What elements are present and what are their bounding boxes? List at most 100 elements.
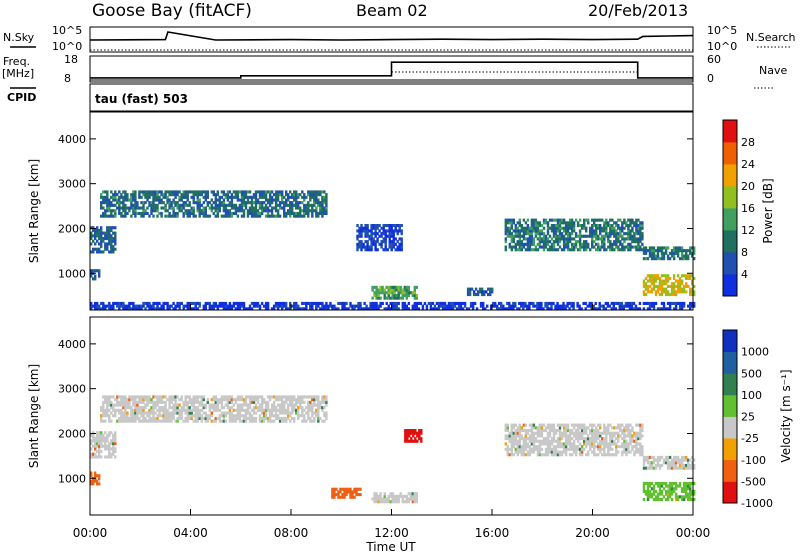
heatmap-cell bbox=[611, 218, 614, 222]
heatmap-cell bbox=[562, 434, 566, 438]
heatmap-cell bbox=[387, 494, 390, 498]
heatmap-cell bbox=[313, 190, 316, 194]
heatmap-cell bbox=[617, 224, 620, 228]
heatmap-cell bbox=[122, 209, 125, 213]
heatmap-cell bbox=[530, 426, 534, 430]
heatmap-cell bbox=[166, 419, 169, 423]
heatmap-cell bbox=[228, 203, 232, 207]
heatmap-cell bbox=[122, 198, 125, 202]
heatmap-cell bbox=[146, 193, 149, 197]
heatmap-cell bbox=[220, 304, 224, 308]
heatmap-cell bbox=[542, 307, 545, 311]
heatmap-cell bbox=[110, 307, 113, 311]
heatmap-cell bbox=[405, 288, 409, 292]
heatmap-cell bbox=[264, 301, 268, 305]
heatmap-cell bbox=[648, 461, 652, 465]
heatmap-cell bbox=[118, 201, 121, 205]
heatmap-cell bbox=[355, 493, 358, 497]
heatmap-cell bbox=[299, 395, 302, 399]
heatmap-cell bbox=[110, 234, 113, 238]
heatmap-cell bbox=[176, 416, 179, 420]
heatmap-cell bbox=[550, 453, 554, 457]
heatmap-cell bbox=[104, 439, 107, 443]
heatmap-cell bbox=[116, 408, 119, 412]
heatmap-cell bbox=[624, 301, 628, 305]
heatmap-cell bbox=[390, 232, 393, 236]
heatmap-cell bbox=[660, 489, 664, 493]
heatmap-cell bbox=[609, 226, 612, 230]
heatmap-cell bbox=[136, 408, 139, 412]
heatmap-cell bbox=[687, 492, 690, 496]
heatmap-cell bbox=[118, 400, 121, 404]
heatmap-cell bbox=[672, 487, 676, 491]
heatmap-cell bbox=[652, 498, 656, 502]
heatmap-cell bbox=[550, 226, 554, 230]
heatmap-cell bbox=[510, 445, 514, 449]
heatmap-cell bbox=[362, 229, 365, 233]
heatmap-cell bbox=[156, 400, 159, 404]
heatmap-cell bbox=[578, 304, 581, 308]
heatmap-cell bbox=[158, 190, 161, 194]
heatmap-cell bbox=[258, 406, 262, 410]
heatmap-cell bbox=[325, 414, 328, 418]
heatmap-cell bbox=[232, 190, 236, 194]
heatmap-cell bbox=[650, 461, 654, 465]
heatmap-cell bbox=[168, 206, 171, 210]
heatmap-cell bbox=[593, 434, 596, 438]
heatmap-cell bbox=[652, 276, 656, 280]
heatmap-cell bbox=[266, 307, 270, 311]
heatmap-cell bbox=[642, 489, 646, 493]
heatmap-cell bbox=[100, 416, 103, 420]
heatmap-cell bbox=[347, 490, 350, 494]
heatmap-cell bbox=[138, 395, 141, 399]
heatmap-cell bbox=[319, 301, 322, 305]
heatmap-cell bbox=[403, 288, 407, 292]
heatmap-cell bbox=[524, 423, 528, 427]
heatmap-cell bbox=[106, 433, 109, 437]
heatmap-cell bbox=[374, 229, 377, 233]
heatmap-cell bbox=[164, 214, 167, 218]
heatmap-cell bbox=[254, 201, 258, 205]
heatmap-cell bbox=[560, 232, 564, 236]
heatmap-cell bbox=[114, 211, 117, 215]
heatmap-cell bbox=[266, 304, 270, 308]
heatmap-cell bbox=[150, 201, 153, 205]
heatmap-cell bbox=[580, 234, 584, 238]
heatmap-cell bbox=[293, 214, 296, 218]
heatmap-cell bbox=[639, 226, 642, 230]
heatmap-cell bbox=[128, 301, 131, 305]
heatmap-cell bbox=[387, 500, 390, 504]
heatmap-cell bbox=[164, 190, 167, 194]
heatmap-cell bbox=[637, 437, 640, 441]
heatmap-cell bbox=[360, 242, 363, 246]
heatmap-cell bbox=[315, 398, 318, 402]
heatmap-cell bbox=[138, 416, 141, 420]
heatmap-cell bbox=[522, 218, 526, 222]
heatmap-cell bbox=[612, 301, 616, 305]
heatmap-cell bbox=[134, 411, 137, 415]
heatmap-cell bbox=[635, 221, 638, 225]
heatmap-cell bbox=[514, 242, 518, 246]
heatmap-cell bbox=[383, 492, 386, 496]
heatmap-cell bbox=[204, 307, 208, 311]
heatmap-cell bbox=[124, 419, 127, 423]
heatmap-cell bbox=[160, 307, 163, 311]
heatmap-cell bbox=[186, 211, 189, 215]
heatmap-cell bbox=[530, 224, 534, 228]
heatmap-cell bbox=[607, 234, 610, 238]
heatmap-cell bbox=[516, 445, 520, 449]
heatmap-cell bbox=[691, 282, 694, 286]
heatmap-cell bbox=[248, 307, 252, 311]
heatmap-cell bbox=[524, 447, 528, 451]
heatmap-cell bbox=[693, 492, 696, 496]
heatmap-cell bbox=[224, 206, 228, 210]
heatmap-cell bbox=[252, 209, 256, 213]
heatmap-cell bbox=[134, 201, 137, 205]
heatmap-cell bbox=[188, 400, 191, 404]
heatmap-cell bbox=[154, 411, 157, 415]
heatmap-cell bbox=[668, 463, 672, 467]
heatmap-cell bbox=[299, 406, 302, 410]
heatmap-cell bbox=[126, 400, 129, 404]
heatmap-cell bbox=[192, 193, 195, 197]
heatmap-cell bbox=[287, 408, 290, 412]
